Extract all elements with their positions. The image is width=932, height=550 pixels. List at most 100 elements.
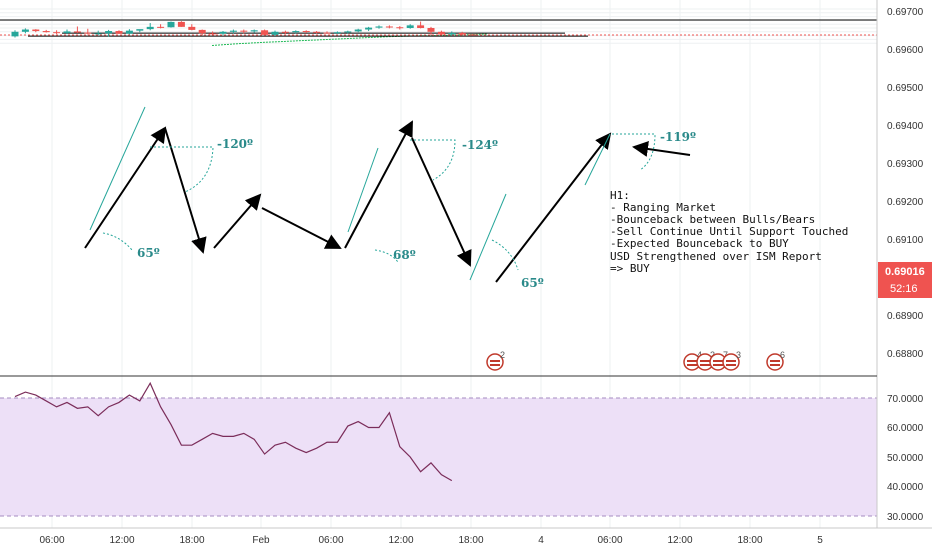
us-flag-stripe (726, 364, 736, 366)
candle-up (333, 32, 341, 34)
price-axis[interactable]: 0.69700 0.69600 0.69500 0.69400 0.69300 … (878, 7, 932, 360)
angle-label: 65º (521, 276, 544, 290)
us-flag-stripe (687, 364, 697, 366)
angle-arc (410, 139, 456, 181)
trend-arrow (213, 193, 262, 249)
candle-down (385, 26, 393, 28)
time-tick: 18:00 (179, 535, 204, 546)
candle-up (105, 31, 113, 34)
note-line: -Sell Continue Until Support Touched (610, 225, 848, 238)
candle-up (125, 30, 133, 34)
candle-up (21, 29, 29, 32)
trend-arrow (411, 137, 472, 267)
candle-down (42, 31, 50, 33)
price-tick: 0.68900 (887, 311, 924, 322)
rsi-series (14, 381, 453, 482)
trend-arrow (164, 127, 207, 254)
drawings (84, 106, 691, 283)
candle-up (406, 25, 414, 28)
time-tick: 5 (817, 535, 823, 546)
event-count: 6 (780, 350, 785, 360)
time-tick: 06:00 (39, 535, 64, 546)
time-tick: 18:00 (458, 535, 483, 546)
rsi-line (14, 381, 453, 482)
angle-label: -120º (217, 137, 253, 151)
trend-arrow (495, 132, 612, 283)
event-count: 7 (723, 350, 728, 360)
angle-trend-line (347, 147, 379, 233)
us-flag-stripe (770, 360, 780, 362)
angle-label: 65º (137, 246, 160, 260)
event-count: 4 (697, 350, 702, 360)
candle-down (323, 32, 331, 34)
time-tick: Feb (252, 535, 270, 546)
candle-up (229, 30, 237, 32)
angle-label: -124º (462, 138, 498, 152)
rsi-band (0, 397, 877, 517)
candle-down (115, 31, 123, 34)
us-flag-stripe (687, 360, 697, 362)
candle-down (209, 33, 217, 35)
candle-up (136, 29, 144, 31)
trend-arrow (632, 141, 691, 157)
candle-down (396, 27, 404, 29)
analysis-note: H1: - Ranging Market -Bounceback between… (610, 189, 848, 275)
candle-down (198, 29, 206, 34)
time-tick: 4 (538, 535, 544, 546)
price-tick: 0.69200 (887, 197, 924, 208)
angle-trend-line (469, 193, 507, 281)
trend-arrow (84, 126, 167, 249)
rsi-tick: 30.0000 (887, 512, 924, 523)
candle-down (53, 32, 61, 34)
candle-down (417, 25, 425, 28)
angle-trend-line (584, 133, 611, 186)
candle-up (292, 31, 300, 33)
time-tick: 18:00 (737, 535, 762, 546)
us-flag-stripe (490, 364, 500, 366)
angle-label: -119º (660, 130, 696, 144)
trend-arrow (261, 207, 342, 249)
bar-countdown: 52:16 (890, 283, 918, 295)
note-line: => BUY (610, 262, 650, 275)
time-axis[interactable]: 06:00 12:00 18:00 Feb 06:00 12:00 18:00 … (39, 535, 823, 546)
angle-arc (102, 232, 133, 251)
us-flag-stripe (700, 364, 710, 366)
candle-up (146, 26, 154, 30)
time-tick: 12:00 (388, 535, 413, 546)
angle-arc (374, 249, 399, 263)
candle-up (219, 31, 227, 34)
candle-up (344, 31, 352, 33)
candle-up (354, 29, 362, 32)
candle-up (365, 27, 373, 30)
trend-arrow (344, 120, 413, 249)
candle-down (302, 31, 310, 33)
price-tick: 0.69500 (887, 83, 924, 94)
candle-up (63, 31, 71, 33)
current-price-label: 0.69016 (885, 266, 925, 278)
candle-up (250, 30, 258, 32)
rsi-overbought-oversold-band (0, 398, 877, 516)
angle-trend-line (89, 106, 146, 231)
candle-down (188, 26, 196, 30)
candle-down (261, 30, 269, 35)
price-tick: 0.69400 (887, 121, 924, 132)
us-flag-stripe (713, 364, 723, 366)
angle-label: 68º (393, 248, 416, 262)
price-tick: 0.69600 (887, 45, 924, 56)
us-flag-stripe (713, 360, 723, 362)
price-tick: 0.69700 (887, 7, 924, 18)
note-line: - Ranging Market (610, 201, 716, 214)
candle-down (281, 31, 289, 33)
candle-down (32, 29, 40, 32)
candle-up (375, 26, 383, 28)
current-price-marker (878, 262, 932, 298)
candle-down (157, 26, 165, 28)
rsi-axis[interactable]: 70.0000 60.0000 50.0000 40.0000 30.0000 (887, 394, 924, 523)
angle-arc (491, 239, 519, 271)
candle-up (448, 32, 456, 35)
note-line: -Bounceback between Bulls/Bears (610, 213, 815, 226)
candle-down (73, 31, 81, 33)
us-flag-stripe (726, 360, 736, 362)
